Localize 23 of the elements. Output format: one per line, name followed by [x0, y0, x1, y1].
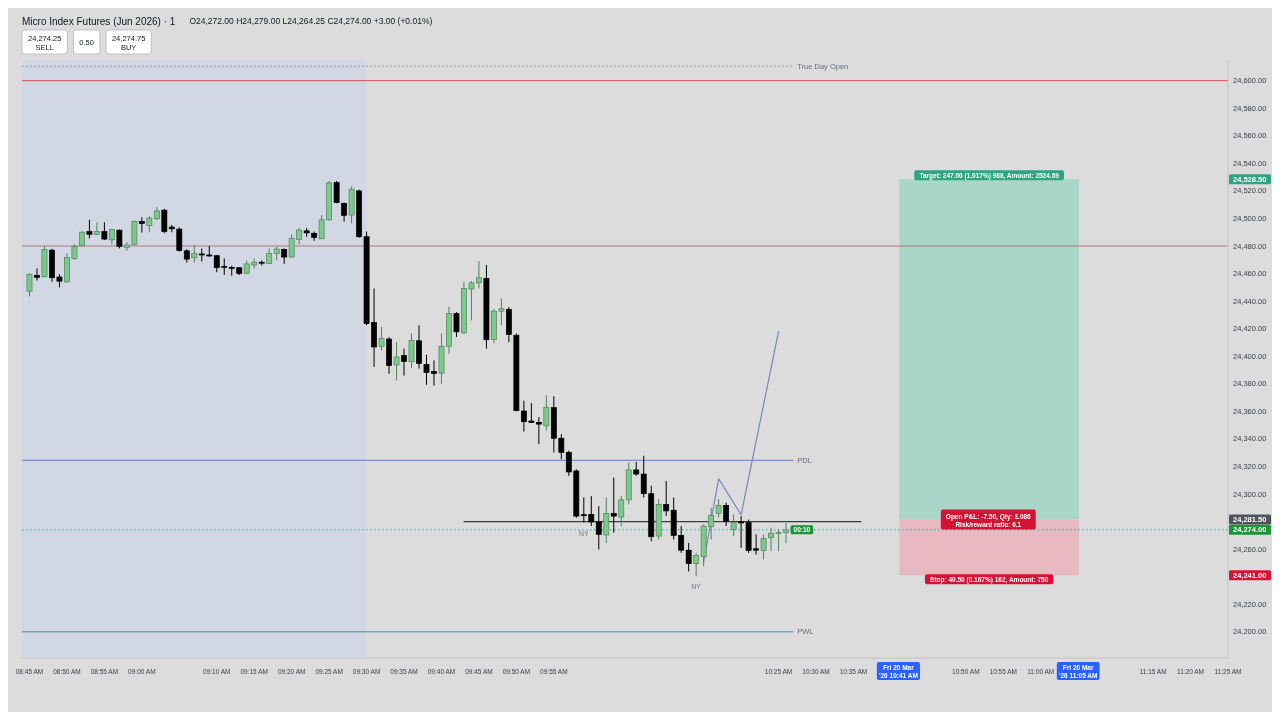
candlestick: [715, 498, 722, 519]
chart-title: Micro Index Futures (Jun 2026) · 1: [22, 15, 176, 27]
candlestick: [618, 495, 625, 527]
candlestick: [723, 502, 730, 527]
candlestick: [603, 496, 610, 544]
candlestick: [453, 311, 460, 338]
candlestick: [94, 221, 100, 236]
candlestick: [543, 395, 550, 432]
candlestick: [393, 341, 400, 381]
candlestick: [401, 348, 407, 377]
candlestick: [116, 228, 123, 249]
candlestick: [416, 324, 422, 370]
candlestick: [138, 216, 145, 234]
candlestick: [378, 326, 385, 351]
chart-subtitle: O24,272.00 H24,279.00 L24,264.25 C24,274.00 +3.00 (+0.01%): [189, 16, 433, 26]
candlestick: [760, 533, 767, 560]
candlestick: [730, 513, 737, 537]
candlestick: [34, 267, 40, 281]
candlestick: [595, 505, 602, 550]
candlestick: [408, 333, 415, 369]
candlestick: [610, 477, 617, 534]
candlestick: [86, 219, 93, 239]
line-series: [703, 330, 780, 563]
